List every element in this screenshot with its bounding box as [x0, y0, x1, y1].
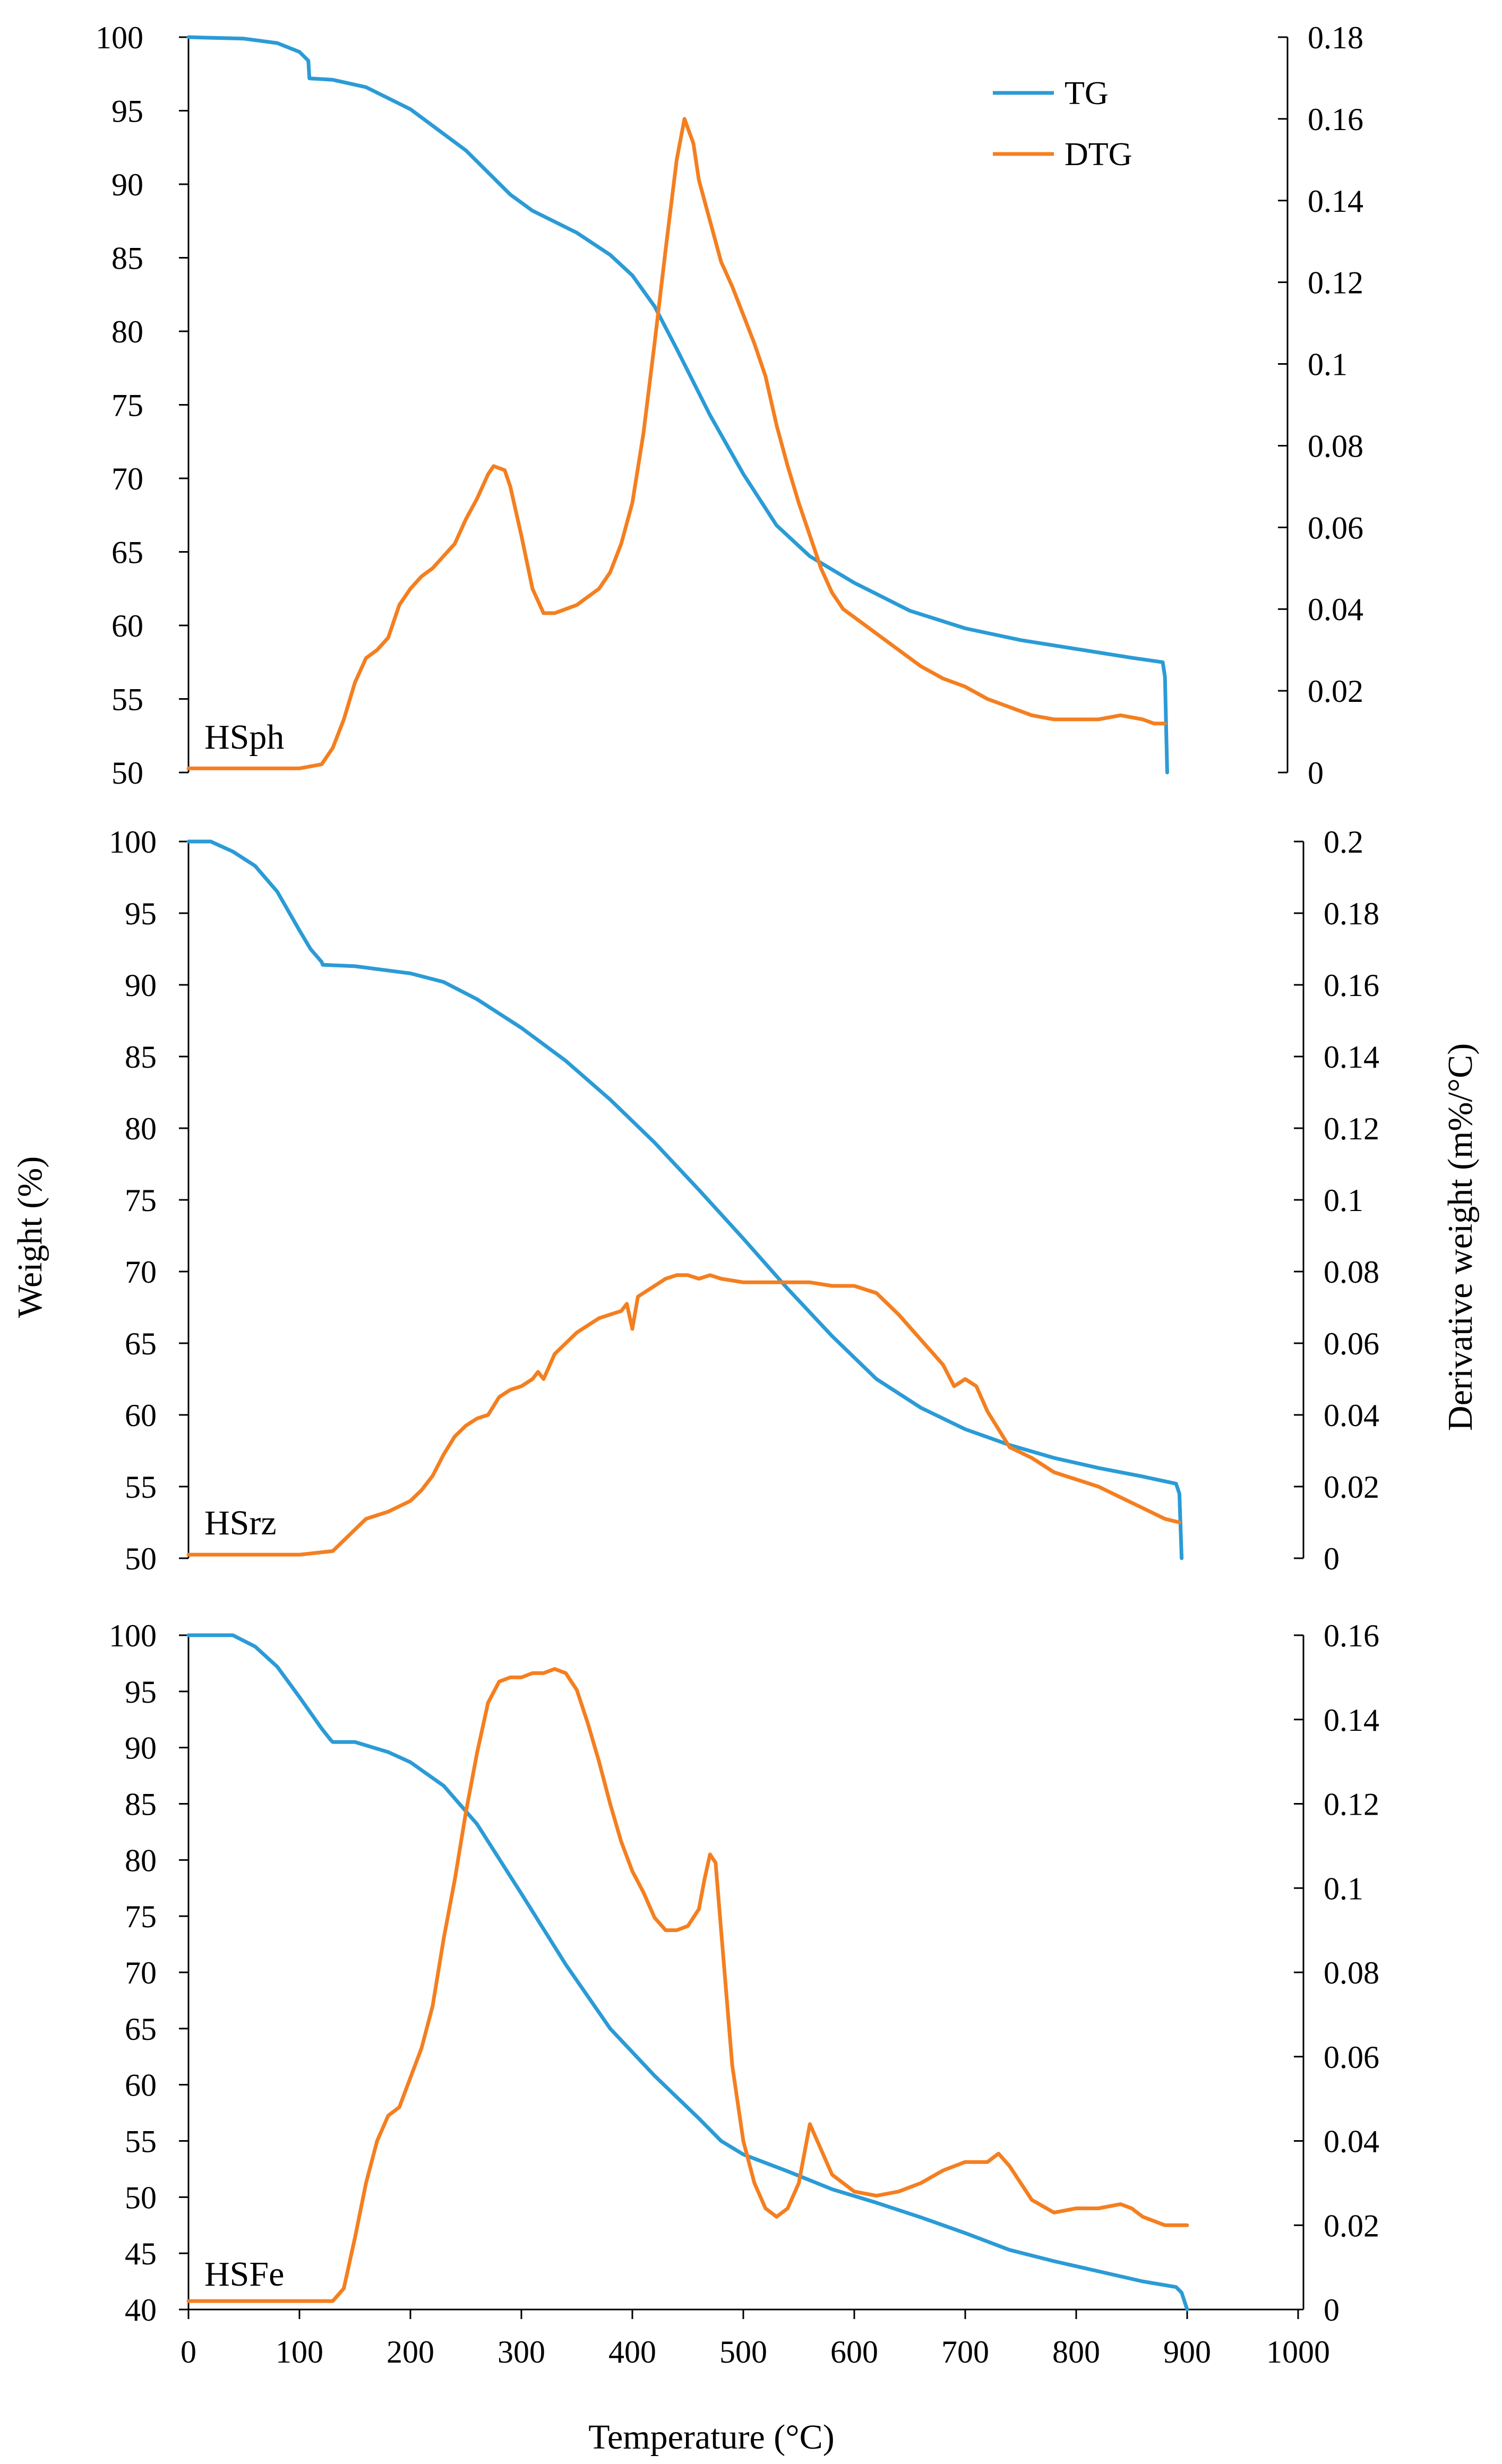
- x-axis-tick-label: 500: [719, 2334, 767, 2369]
- left-axis-tick-label: 75: [125, 1183, 157, 1218]
- tg-series-line: [186, 35, 1169, 775]
- x-axis-tick-label: 700: [941, 2334, 989, 2369]
- legend-dtg-label: DTG: [1065, 136, 1132, 173]
- tg-series-line: [186, 839, 1184, 1560]
- right-axis-tick-label: 0.1: [1324, 1871, 1363, 1906]
- right-axis-tick-label: 0.06: [1308, 510, 1363, 545]
- y-axis-title-left: Weight (%): [11, 1156, 49, 1318]
- left-axis-tick-label: 50: [111, 755, 143, 791]
- x-axis-tick-label: 300: [497, 2334, 545, 2369]
- right-axis-tick-label: 0.02: [1324, 2208, 1379, 2243]
- panel-hsph: 50 55 60 65 70 75 80 85 90 95 100 0 0.02 0.04 0.06 0.08…: [96, 20, 1363, 791]
- right-axis-tick-label: 0.04: [1324, 2124, 1379, 2159]
- left-axis-tick-label: 80: [125, 1843, 157, 1878]
- x-axis-tick-label: 400: [608, 2334, 656, 2369]
- left-axis-tick-label: 70: [125, 1955, 157, 1990]
- right-axis-tick-label: 0.1: [1308, 347, 1347, 382]
- right-axis-tick-label: 0.12: [1324, 1787, 1379, 1822]
- left-axis-tick-label: 90: [125, 968, 157, 1003]
- right-axis-tick-label: 0: [1324, 1541, 1340, 1576]
- x-axis-tick-label: 200: [387, 2334, 434, 2369]
- chart-panels: 5055606570758085909510000.020.040.060.08…: [96, 20, 1379, 2369]
- right-axis-tick-label: 0.08: [1324, 1955, 1379, 1990]
- left-axis-tick-label: 75: [111, 388, 143, 423]
- left-axis-tick-label: 55: [125, 1470, 157, 1505]
- left-axis-tick-label: 50: [125, 2180, 157, 2215]
- left-axis-tick-label: 65: [111, 535, 143, 570]
- right-axis-tick-label: 0.16: [1324, 1618, 1379, 1653]
- left-axis-tick-label: 90: [125, 1731, 157, 1766]
- left-axis-tick-label: 85: [125, 1787, 157, 1822]
- left-axis-tick-label: 70: [125, 1255, 157, 1290]
- right-axis-tick-label: 0.06: [1324, 2040, 1379, 2075]
- right-axis-tick-label: 0.14: [1308, 184, 1363, 219]
- left-axis-tick-label: 100: [96, 20, 143, 55]
- y-axis-title-right: Derivative weight (m%/°C): [1441, 1043, 1480, 1431]
- x-axis-tick-label: 1000: [1266, 2334, 1330, 2369]
- left-axis-tick-label: 65: [125, 2012, 157, 2047]
- left-axis-tick-label: 90: [111, 167, 143, 202]
- right-axis-tick-label: 0.14: [1324, 1040, 1379, 1075]
- left-axis-tick-label: 95: [125, 1675, 157, 1710]
- right-axis-tick-label: 0.12: [1308, 265, 1363, 301]
- right-axis-tick-label: 0.04: [1308, 592, 1363, 627]
- panel-hsfe: 40455055606570758085909510000.020.040.06…: [109, 1618, 1379, 2369]
- x-axis-tick-label: 600: [830, 2334, 878, 2369]
- left-axis-tick-label: 45: [125, 2236, 157, 2271]
- left-axis-tick-label: 85: [125, 1040, 157, 1075]
- x-axis-tick-label: 0: [181, 2334, 196, 2369]
- left-axis-tick-label: 40: [125, 2293, 157, 2328]
- x-axis-tick-label: 800: [1052, 2334, 1100, 2369]
- right-axis-tick-label: 0.08: [1308, 428, 1363, 463]
- left-axis-tick-label: 60: [125, 1398, 157, 1433]
- left-axis-tick-label: 70: [111, 461, 143, 496]
- legend: TG DTG: [993, 75, 1132, 173]
- right-axis-tick-label: 0.14: [1324, 1703, 1379, 1738]
- left-axis-tick-label: 50: [125, 1541, 157, 1576]
- left-axis-tick-label: 60: [125, 2068, 157, 2103]
- right-axis-tick-label: 0.04: [1324, 1398, 1379, 1433]
- right-axis-tick-label: 0.2: [1324, 825, 1363, 860]
- left-axis-tick-label: 55: [111, 682, 143, 717]
- legend-tg-label: TG: [1065, 75, 1109, 111]
- left-axis-tick-label: 80: [111, 314, 143, 349]
- left-axis-tick-label: 65: [125, 1326, 157, 1361]
- left-axis-tick-label: 100: [109, 1618, 157, 1653]
- dtg-series-line: [186, 117, 1167, 770]
- left-axis-tick-label: 95: [125, 896, 157, 931]
- left-axis-tick-label: 95: [111, 94, 143, 129]
- right-axis-tick-label: 0: [1324, 2293, 1340, 2328]
- x-axis-tick-label: 900: [1163, 2334, 1211, 2369]
- right-axis-tick-label: 0.1: [1324, 1183, 1363, 1218]
- right-axis-tick-label: 0.16: [1308, 102, 1363, 137]
- right-axis-tick-label: 0.18: [1324, 896, 1379, 931]
- x-axis-tick-label: 100: [276, 2334, 323, 2369]
- panel-label: HSph: [204, 718, 284, 757]
- dtg-series-line: [186, 1667, 1189, 2303]
- right-axis-tick-label: 0: [1308, 755, 1324, 791]
- right-axis-tick-label: 0.12: [1324, 1111, 1379, 1146]
- panel-hsrz: 50 55 60 65 70 75 80 85 90 95 100 0 0.02 0.04 0.06 0.08…: [109, 825, 1379, 1576]
- right-axis-tick-label: 0.02: [1308, 674, 1363, 709]
- right-axis-tick-label: 0.08: [1324, 1255, 1379, 1290]
- panel-label: HSFe: [204, 2255, 284, 2294]
- left-axis-tick-label: 75: [125, 1899, 157, 1934]
- left-axis-tick-label: 60: [111, 608, 143, 643]
- right-axis-tick-label: 0.16: [1324, 968, 1379, 1003]
- right-axis-tick-label: 0.06: [1324, 1326, 1379, 1361]
- left-axis-tick-label: 80: [125, 1111, 157, 1146]
- left-axis-tick-label: 55: [125, 2124, 157, 2159]
- right-axis-tick-label: 0.02: [1324, 1470, 1379, 1505]
- panel-label: HSrz: [204, 1504, 277, 1542]
- x-axis-title: Temperature (°C): [588, 2418, 834, 2457]
- left-axis-tick-label: 85: [111, 241, 143, 276]
- left-axis-tick-label: 100: [109, 825, 157, 860]
- right-axis-tick-label: 0.18: [1308, 20, 1363, 55]
- tg-series-line: [186, 1633, 1189, 2312]
- dtg-series-line: [186, 1273, 1181, 1557]
